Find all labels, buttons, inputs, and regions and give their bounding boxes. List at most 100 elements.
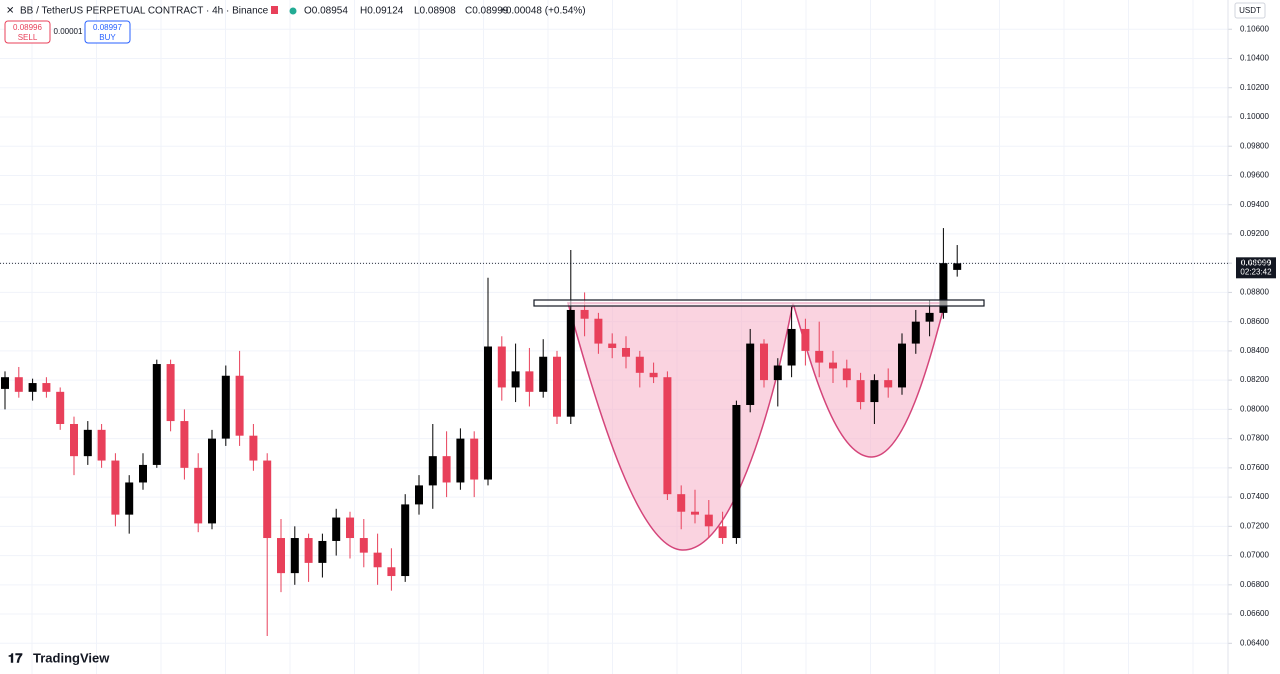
y-tick-label: 0.06400 (1240, 638, 1269, 647)
candle-body (497, 346, 506, 388)
currency-box[interactable] (1234, 2, 1266, 19)
candle-body (635, 356, 644, 373)
candle-body (111, 460, 120, 515)
candle-body (401, 504, 410, 577)
ohlc-close: C0.08999 (465, 6, 509, 17)
grid (0, 0, 1232, 674)
y-tick-label: 0.09000 (1240, 258, 1269, 267)
candle-body (608, 343, 617, 348)
candle-body (787, 328, 796, 366)
y-tick-label: 0.07200 (1240, 521, 1269, 530)
candle-body (221, 375, 230, 439)
candle-body (235, 375, 244, 436)
ohlc-change: +0.00048 (+0.54%) (500, 6, 586, 17)
candle-body (829, 362, 837, 369)
last-price-box (1236, 257, 1276, 279)
candle-body (180, 421, 189, 468)
candle-body (649, 372, 658, 378)
cup-handle-pattern (567, 302, 946, 551)
ohlc-low: L0.08908 (414, 6, 456, 17)
y-tick-label: 0.08600 (1240, 317, 1269, 326)
currency[interactable]: USDT (1239, 6, 1261, 15)
y-tick-label: 0.08400 (1240, 346, 1269, 355)
resistance-zone (533, 299, 985, 307)
candle-body (580, 309, 589, 319)
candle-body (925, 312, 934, 322)
candle-body (801, 328, 810, 351)
candle-body (194, 467, 203, 524)
candle-body (856, 380, 865, 403)
buy-box[interactable] (84, 20, 131, 44)
candle-body (304, 538, 313, 563)
candle-body (332, 517, 341, 541)
candle-body (28, 383, 37, 392)
candle-body (456, 438, 465, 483)
candle-body (898, 343, 906, 388)
candle-body (566, 309, 575, 417)
buy-button[interactable]: 0.08997 BUY (84, 20, 131, 44)
candle-body (539, 356, 548, 392)
y-tick-label: 0.10400 (1240, 54, 1269, 63)
y-tick-label: 0.09200 (1240, 229, 1269, 238)
candle-body (277, 538, 285, 574)
candle-body (884, 380, 893, 388)
sell-label[interactable]: SELL (18, 33, 38, 42)
candle-body (373, 552, 382, 568)
candle-body (842, 368, 851, 381)
candle-body (152, 364, 161, 465)
y-tick-label: 0.09600 (1240, 171, 1269, 180)
flag-icon (271, 6, 278, 14)
brand: 𝟏𝟕 TradingView (8, 650, 110, 665)
y-tick-label: 0.10200 (1240, 83, 1269, 92)
y-tick-label: 0.06600 (1240, 609, 1269, 618)
candle-body (442, 456, 451, 483)
candle-body (663, 377, 672, 495)
buy-label[interactable]: BUY (99, 33, 116, 42)
status-dot (289, 7, 297, 15)
y-tick-label: 0.06800 (1240, 580, 1269, 589)
sell-button[interactable]: 0.08996 SELL (4, 20, 51, 44)
candle-body (97, 429, 106, 461)
candle-body (677, 494, 686, 512)
sell-price[interactable]: 0.08996 (13, 23, 42, 32)
candle-body (691, 511, 699, 515)
candle-body (387, 567, 396, 577)
y-tick-label: 0.08800 (1240, 288, 1269, 297)
candle-body (511, 371, 520, 388)
y-tick-label: 0.07400 (1240, 492, 1269, 501)
candle-body (139, 464, 147, 483)
candle-body (760, 343, 768, 381)
ohlc-open: O0.08954 (304, 6, 348, 17)
y-tick-label: 0.07800 (1240, 434, 1269, 443)
candle-body (939, 263, 948, 313)
y-tick-label: 0.08000 (1240, 404, 1269, 413)
candle-body (42, 383, 51, 392)
countdown: 02:23:42 (1240, 267, 1272, 276)
sell-box[interactable] (4, 20, 51, 44)
y-tick-label: 0.10000 (1240, 112, 1269, 121)
candle-body (911, 321, 920, 344)
candle-body (263, 460, 272, 539)
candle-body (428, 456, 437, 486)
buy-price[interactable]: 0.08997 (93, 23, 122, 32)
candle-body (525, 371, 534, 392)
candle-body (870, 380, 879, 403)
candle-body (290, 538, 299, 574)
candle-body (718, 526, 727, 539)
candle-body (622, 347, 630, 357)
brand-name: TradingView (33, 650, 110, 665)
candle-body (415, 485, 423, 505)
candle-body (70, 423, 78, 457)
candles (1, 228, 962, 636)
y-tick-label: 0.07000 (1240, 551, 1269, 560)
candle-body (470, 438, 479, 480)
candle-body (815, 350, 824, 363)
candle-body (83, 429, 92, 457)
symbol-icon: ✕ (6, 6, 14, 17)
candle-body (166, 364, 175, 422)
candle-body (732, 404, 741, 539)
candle-body (704, 514, 713, 527)
candle-body (1, 377, 9, 389)
candle-body (346, 517, 354, 539)
